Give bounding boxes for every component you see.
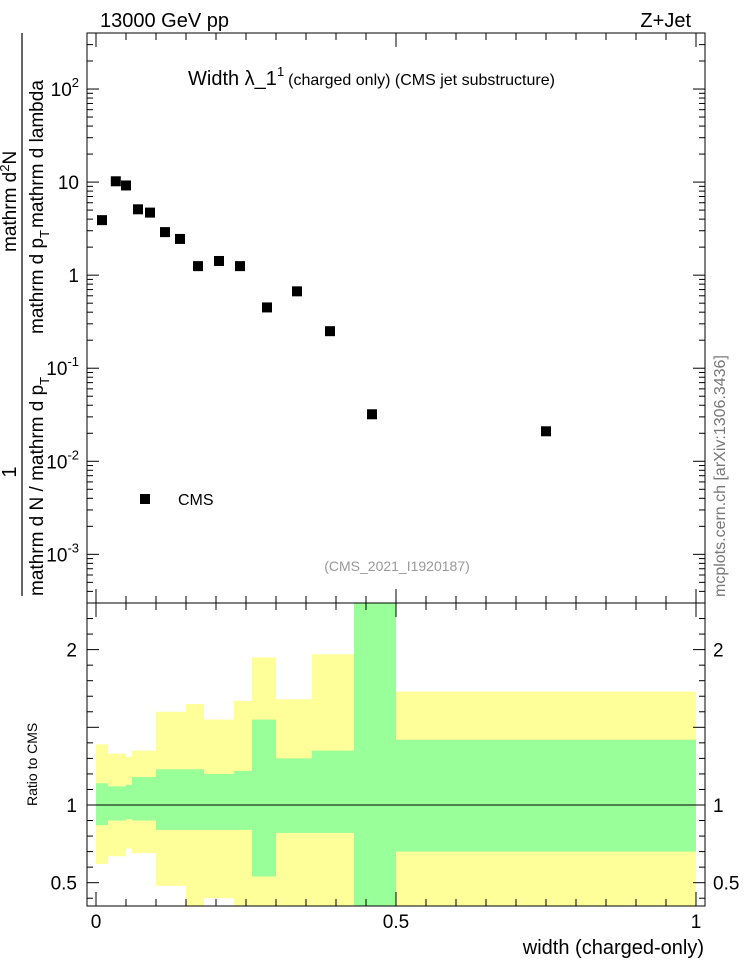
- data-point: [145, 207, 155, 218]
- main-data-points: [97, 176, 551, 437]
- ratio-stat-band: [276, 758, 312, 833]
- main-y-tick-label: 10: [58, 173, 79, 194]
- main-plot-frame: [86, 32, 706, 604]
- ratio-y-tick-label: 0.5: [51, 874, 77, 895]
- plot-title-detail: (charged only) (CMS jet substructure): [288, 72, 555, 89]
- data-point: [110, 176, 121, 187]
- ratio-y-tick-label: 2: [66, 641, 77, 662]
- header-left-label: 13000 GeV pp: [100, 10, 229, 32]
- data-point: [160, 227, 170, 238]
- side-label: mcplots.cern.ch [arXiv:1306.3436]: [712, 355, 729, 597]
- ratio-stat-band: [234, 770, 252, 830]
- y-label-numerator: mathrm d N / mathrm d pT: [27, 377, 52, 596]
- data-point: [235, 261, 245, 272]
- data-point: [541, 426, 551, 437]
- y-label-denominator: mathrm d pTmathrm d lambda: [27, 80, 52, 334]
- ratio-y-tick-label-right: 2: [713, 641, 724, 662]
- ratio-stat-band: [312, 750, 354, 833]
- legend-label: CMS: [178, 492, 214, 509]
- y-label-den-d: mathrm d lambda: [27, 80, 48, 228]
- y-label-den-sub: T: [37, 230, 52, 238]
- ratio-stat-band: [108, 786, 126, 821]
- analysis-id: (CMS_2021_I1920187): [324, 558, 470, 574]
- legend-marker: [140, 494, 150, 504]
- y-label-num-d: mathrm d N / mathrm d p: [27, 385, 48, 596]
- ratio-stat-band: [132, 777, 156, 821]
- y-axis-label: 1 mathrm d N / mathrm d pT mathrm d pTma…: [0, 33, 52, 596]
- data-point: [262, 302, 272, 313]
- main-y-tick-label: 102: [51, 75, 79, 101]
- data-point: [121, 180, 131, 191]
- data-point: [193, 261, 203, 272]
- y-label-top: mathrm d2N: [0, 151, 21, 252]
- data-point: [133, 204, 143, 215]
- x-tick-label: 1: [691, 912, 702, 933]
- y-label-den-a: mathrm d p: [27, 238, 48, 334]
- y-label-one: 1: [0, 466, 21, 477]
- plot-title-main: Width λ_1: [188, 68, 277, 90]
- ratio-y-tick-label-right: 0.5: [713, 874, 739, 895]
- main-y-tick-label: 10-3: [46, 540, 79, 566]
- ratio-axis-ticks: 0.5 0.5 1 1 2 2 0 0.5 1: [51, 603, 739, 933]
- ratio-stat-band: [204, 773, 234, 830]
- ratio-stat-band: [156, 769, 186, 830]
- data-point: [97, 215, 107, 226]
- main-axis-ticks: 10-3 10-2 10-1 1 10 102: [46, 32, 705, 604]
- header-right-label: Z+Jet: [640, 10, 691, 32]
- data-point: [214, 255, 224, 266]
- data-point: [367, 409, 377, 420]
- x-tick-label: 0.5: [383, 912, 409, 933]
- main-y-tick-label: 1: [68, 266, 79, 287]
- ratio-y-label: Ratio to CMS: [24, 723, 40, 806]
- x-axis-label: width (charged-only): [522, 937, 704, 959]
- x-tick-label: 0: [91, 912, 102, 933]
- plot-title: Width λ_11 (charged only) (CMS jet substr…: [188, 64, 555, 90]
- ratio-y-tick-label-right: 1: [713, 796, 724, 817]
- ratio-stat-band: [252, 719, 276, 877]
- ratio-stat-band: [186, 769, 204, 830]
- main-y-tick-label: 10-2: [46, 447, 79, 473]
- data-point: [325, 326, 335, 337]
- ratio-stat-band: [126, 784, 132, 819]
- y-label-top-b: N: [0, 151, 21, 165]
- y-label-num-d-sub: T: [37, 377, 52, 385]
- main-y-tick-label: 10-1: [46, 354, 79, 380]
- ratio-stat-band: [396, 739, 696, 852]
- ratio-stat-band: [96, 783, 108, 826]
- y-label-top-a: mathrm d: [0, 172, 21, 252]
- data-point: [175, 233, 185, 244]
- data-point: [292, 286, 302, 297]
- ratio-y-tick-label: 1: [66, 796, 77, 817]
- ratio-bands: [96, 603, 696, 906]
- plot-title-superscript: 1: [277, 64, 284, 79]
- ratio-stat-band: [354, 603, 396, 906]
- y-label-top-sup: 2: [0, 165, 12, 172]
